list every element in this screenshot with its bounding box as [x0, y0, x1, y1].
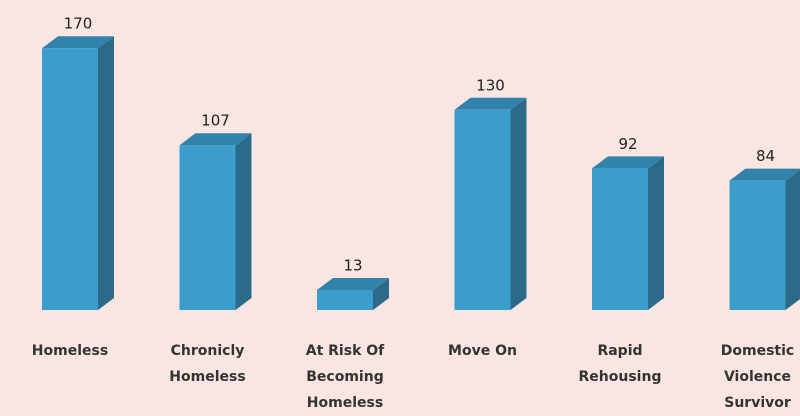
- value-label: 170: [64, 15, 93, 33]
- bar: [592, 168, 648, 310]
- value-label: 84: [756, 147, 775, 165]
- value-label: 92: [618, 135, 637, 153]
- bar-side: [511, 98, 527, 310]
- bar: [455, 110, 511, 310]
- bar-side: [98, 36, 114, 310]
- bar-side: [786, 169, 800, 310]
- bar: [317, 290, 373, 310]
- bar-side: [648, 156, 664, 310]
- value-label: 107: [201, 112, 230, 130]
- value-label: 130: [476, 76, 505, 94]
- x-tick-label: Chronicly Homeless: [158, 338, 258, 390]
- x-tick-label: Move On: [433, 338, 533, 364]
- x-tick-label: At Risk Of Becoming Homeless: [295, 338, 395, 416]
- x-tick-label: Domestic Violence Survivor: [708, 338, 800, 416]
- x-tick-label: Homeless: [20, 338, 120, 364]
- x-tick-label: Rapid Rehousing: [570, 338, 670, 390]
- bar-side: [236, 133, 252, 310]
- bar: [180, 145, 236, 310]
- bar: [42, 48, 98, 310]
- value-label: 13: [343, 256, 362, 274]
- bar: [730, 181, 786, 310]
